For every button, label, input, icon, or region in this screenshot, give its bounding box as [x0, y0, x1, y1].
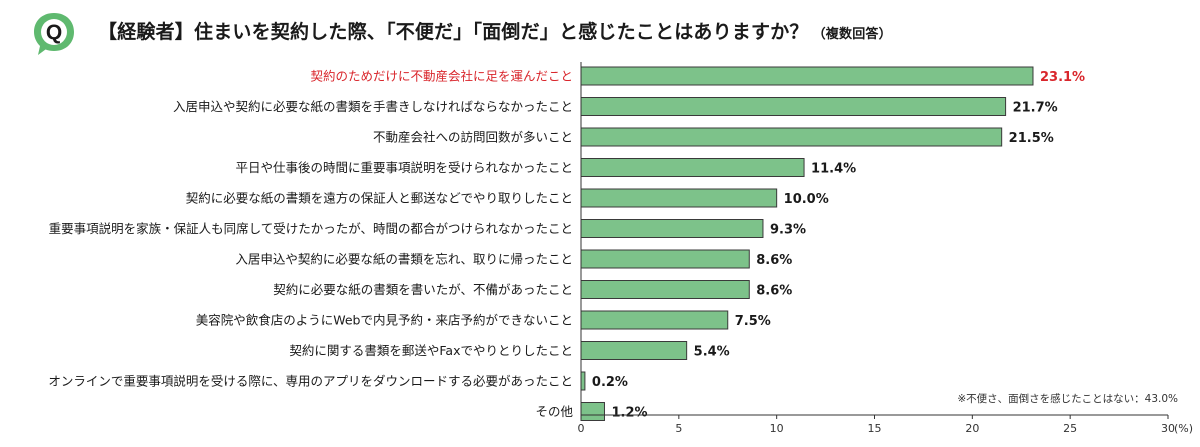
category-label: 平日や仕事後の時間に重要事項説明を受けられなかったこと [235, 160, 573, 175]
x-tick-label: 30 [1161, 422, 1175, 435]
bar [580, 158, 805, 177]
x-tick-label: 15 [868, 422, 882, 435]
bar [580, 402, 605, 421]
bar [580, 66, 1034, 86]
bar [580, 127, 1003, 147]
question-header: Q 【経験者】住まいを契約した際、「不便だ」「面倒だ」と感じたことはありますか？… [0, 0, 1200, 60]
category-label: 美容院や飲食店のようにWebで内見予約・来店予約ができないこと [196, 313, 573, 328]
bar [580, 188, 778, 208]
bar [580, 219, 764, 238]
x-tick-label: 10 [770, 422, 784, 435]
bar [580, 280, 750, 299]
value-label: 1.2% [611, 406, 647, 421]
value-label: 5.4% [694, 345, 730, 360]
q-badge-letter: Q [46, 21, 62, 44]
question-title: 【経験者】住まいを契約した際、「不便だ」「面倒だ」と感じたことはありますか？ （複… [98, 17, 892, 44]
x-tick-label: 25 [1063, 422, 1077, 435]
value-label: 21.7% [1013, 101, 1058, 116]
value-label: 10.0% [784, 192, 829, 207]
x-tick-label: 0 [578, 422, 585, 435]
x-tick-label: 5 [675, 422, 682, 435]
bar [580, 310, 729, 330]
value-label: 8.6% [756, 253, 792, 268]
value-label: 7.5% [735, 314, 771, 329]
bar [580, 97, 1007, 116]
value-label: 23.1% [1040, 70, 1085, 85]
category-label: 入居申込や契約に必要な紙の書類を手書きしなければならなかったこと [173, 99, 573, 114]
footnote: ※不便さ、面倒さを感じたことはない：43.0% [957, 392, 1178, 405]
value-label: 9.3% [770, 223, 806, 238]
category-label: 入居申込や契約に必要な紙の書類を忘れ、取りに帰ったこと [235, 252, 573, 267]
bar [580, 341, 688, 360]
bar [580, 249, 750, 269]
category-label: 重要事項説明を家族・保証人も同席して受けたかったが、時間の都合がつけられなかった… [49, 221, 573, 236]
value-label: 8.6% [756, 284, 792, 299]
category-label: 不動産会社への訪問回数が多いこと [373, 130, 573, 145]
category-label: 契約に関する書類を郵送やFaxでやりとりしたこと [289, 343, 573, 358]
value-label: 0.2% [592, 375, 628, 390]
x-tick-label: 20 [965, 422, 979, 435]
category-label: 契約のためだけに不動産会社に足を運んだこと [310, 69, 573, 84]
bar [580, 371, 586, 391]
x-unit-label: (%) [1174, 422, 1193, 435]
value-label: 21.5% [1009, 131, 1054, 146]
question-title-text: 【経験者】住まいを契約した際、「不便だ」「面倒だ」と感じたことはありますか？ [98, 21, 809, 43]
category-label: その他 [535, 404, 573, 419]
category-label: オンラインで重要事項説明を受ける際に、専用のアプリをダウンロードする必要があった… [48, 374, 573, 389]
category-label: 契約に必要な紙の書類を書いたが、不備があったこと [273, 282, 573, 297]
value-label: 11.4% [811, 162, 856, 177]
question-note: （複数回答） [812, 27, 892, 42]
q-badge-icon: Q [34, 13, 74, 55]
category-label: 契約に必要な紙の書類を遠方の保証人と郵送などでやり取りしたこと [186, 191, 573, 206]
